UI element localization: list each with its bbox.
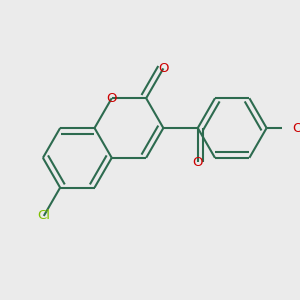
Text: Cl: Cl: [37, 209, 50, 222]
Text: O: O: [193, 156, 203, 169]
Text: O: O: [106, 92, 117, 105]
Text: O: O: [158, 62, 169, 75]
Text: O: O: [292, 122, 300, 134]
